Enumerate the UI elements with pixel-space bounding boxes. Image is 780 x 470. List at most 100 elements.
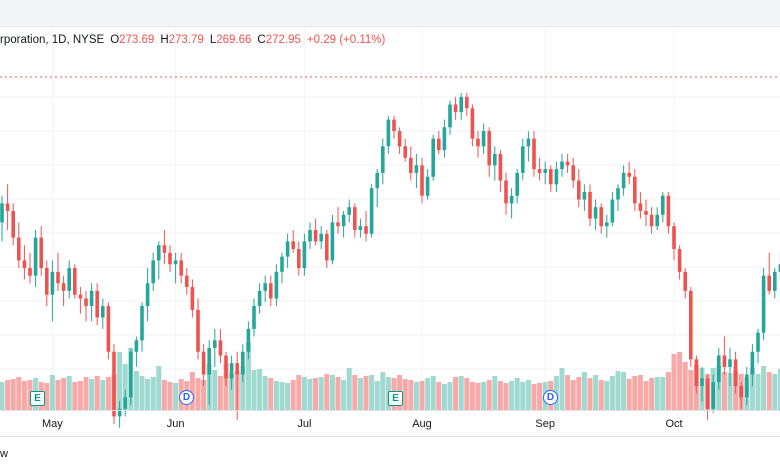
volume-bar: [167, 382, 173, 410]
volume-bar: [565, 375, 571, 410]
x-tick-oct: Oct: [665, 418, 683, 430]
candle-body: [711, 382, 715, 409]
earnings-marker[interactable]: E: [30, 391, 45, 406]
candle-body: [313, 230, 318, 242]
candle: [84, 290, 88, 322]
candle-body: [638, 203, 643, 211]
volume-bar: [16, 377, 22, 410]
candle-body: [33, 237, 38, 276]
volume-bar: [721, 372, 727, 410]
x-tick-aug: Aug: [412, 418, 432, 430]
candle: [437, 131, 441, 154]
candle: [313, 218, 318, 246]
candle: [459, 93, 463, 120]
candle-body: [549, 169, 553, 185]
candle-body: [431, 138, 435, 177]
candle-body: [56, 271, 60, 284]
candle: [95, 283, 99, 326]
volume-bar: [217, 376, 223, 410]
candle: [235, 351, 239, 421]
candle-body: [252, 306, 256, 329]
candle-body: [498, 153, 503, 181]
candle: [285, 233, 290, 269]
candle: [89, 283, 94, 322]
candle-body: [722, 355, 727, 367]
volume-bar: [671, 354, 677, 410]
candle: [453, 96, 458, 120]
volume-bar: [509, 381, 515, 410]
candle-body: [330, 222, 335, 261]
candle-body: [392, 119, 396, 132]
volume-bar: [486, 380, 492, 410]
candle-body: [560, 161, 564, 170]
candle-body: [717, 355, 721, 383]
candle: [711, 374, 715, 413]
volume-bar: [447, 382, 453, 410]
candle: [274, 264, 279, 307]
candle: [302, 233, 307, 276]
footer-label: w: [0, 448, 8, 460]
volume-bar: [665, 372, 671, 410]
candle-body: [213, 340, 217, 348]
volume-bar: [301, 377, 307, 410]
candle-body: [67, 268, 71, 291]
candle-body: [11, 210, 15, 238]
candle: [705, 374, 710, 421]
candle-body: [61, 283, 66, 291]
candle: [347, 199, 351, 223]
volume-bar: [436, 382, 442, 410]
candle: [101, 298, 105, 329]
candle-body: [224, 355, 228, 379]
candle: [106, 302, 111, 360]
candle: [577, 169, 581, 208]
candle-body: [700, 378, 704, 386]
candle-body: [375, 172, 379, 189]
candle: [179, 252, 183, 284]
legend-high-value: 273.79: [168, 34, 204, 46]
volume-bar: [83, 377, 89, 410]
volume-bar: [419, 381, 425, 410]
candle: [325, 230, 329, 269]
candle-body: [5, 203, 10, 211]
candle-body: [767, 275, 771, 291]
volume-bar: [604, 381, 610, 410]
legend-open-label: O: [110, 34, 120, 46]
time-axis[interactable]: May Jun Jul Aug Sep Oct: [0, 410, 780, 437]
candle-body: [470, 108, 475, 139]
candle-body: [694, 359, 699, 386]
volume-bar: [223, 364, 229, 410]
candle: [621, 165, 626, 196]
candle-body: [565, 161, 570, 166]
dividend-marker[interactable]: D: [179, 390, 194, 405]
volume-bar: [727, 373, 733, 410]
volume-bar: [464, 378, 470, 410]
volume-bar: [654, 377, 660, 410]
candle: [661, 191, 665, 223]
candle: [269, 275, 273, 307]
volume-bar: [273, 381, 279, 410]
candle: [627, 161, 631, 185]
candle: [767, 252, 771, 295]
candle-body: [190, 287, 195, 310]
candle-body: [151, 260, 155, 284]
dividend-marker[interactable]: D: [543, 390, 558, 405]
candle: [677, 245, 682, 280]
volume-bar: [408, 380, 414, 410]
candle: [521, 138, 525, 181]
volume-bar: [105, 377, 111, 410]
candle: [201, 344, 206, 386]
candle: [476, 131, 480, 158]
candle-body: [263, 283, 267, 291]
candle: [5, 184, 10, 230]
candle: [588, 184, 592, 227]
candle: [582, 184, 587, 211]
candle: [73, 264, 77, 299]
earnings-marker[interactable]: E: [388, 391, 403, 406]
candle-body: [487, 131, 491, 166]
volume-bar: [201, 380, 207, 410]
volume-bar: [677, 352, 683, 410]
volume-bar: [503, 383, 509, 410]
candle: [717, 347, 721, 390]
candle-body: [437, 138, 441, 151]
